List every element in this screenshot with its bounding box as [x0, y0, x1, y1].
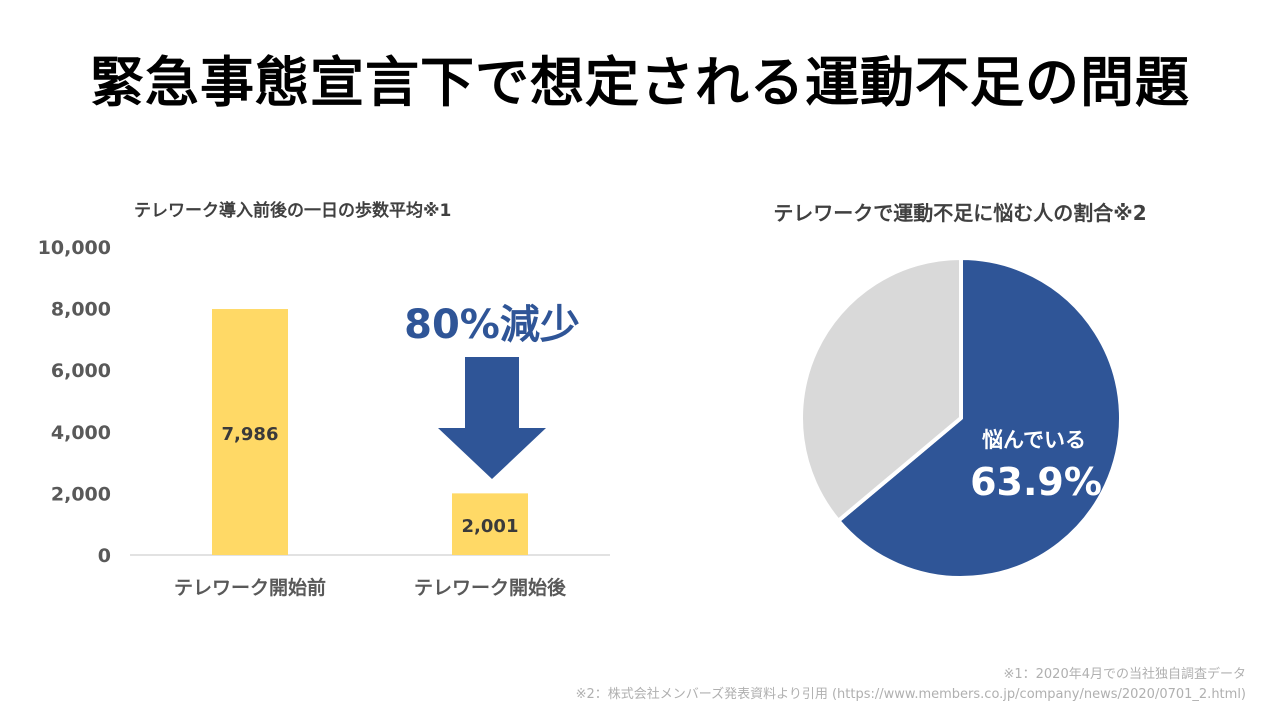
bar [452, 493, 528, 555]
footnote-2: ※2：株式会社メンバーズ発表資料より引用 (https://www.member… [575, 687, 1246, 702]
y-tick-label: 2,000 [51, 483, 111, 505]
pie-slice-rest [799, 256, 963, 523]
bar-data-label: 2,001 [462, 516, 519, 537]
pie-slice-label: 悩んでいる [982, 428, 1086, 452]
y-tick-label: 0 [98, 545, 111, 567]
y-tick-label: 10,000 [38, 237, 111, 259]
x-category-label: テレワーク開始前 [174, 576, 326, 599]
bar [212, 309, 288, 555]
down-arrow-icon [438, 357, 546, 479]
pie-chart-title: テレワークで運動不足に悩む人の割合※2 [773, 201, 1147, 225]
y-tick-label: 4,000 [51, 422, 111, 444]
bar-chart-title: テレワーク導入前後の一日の歩数平均※1 [134, 201, 452, 221]
pie-slice-value-label: 63.9% [970, 460, 1102, 504]
decrease-annotation: 80%減少 [404, 302, 580, 348]
x-category-label: テレワーク開始後 [414, 576, 567, 599]
bar-data-label: 7,986 [222, 424, 279, 445]
page-title: 緊急事態宣言下で想定される運動不足の問題 [90, 51, 1190, 114]
pie-slice-main [836, 256, 1123, 580]
y-tick-label: 8,000 [51, 299, 111, 321]
y-tick-label: 6,000 [51, 360, 111, 382]
footnote-1: ※1：2020年4月での当社独自調査データ [1003, 667, 1246, 682]
